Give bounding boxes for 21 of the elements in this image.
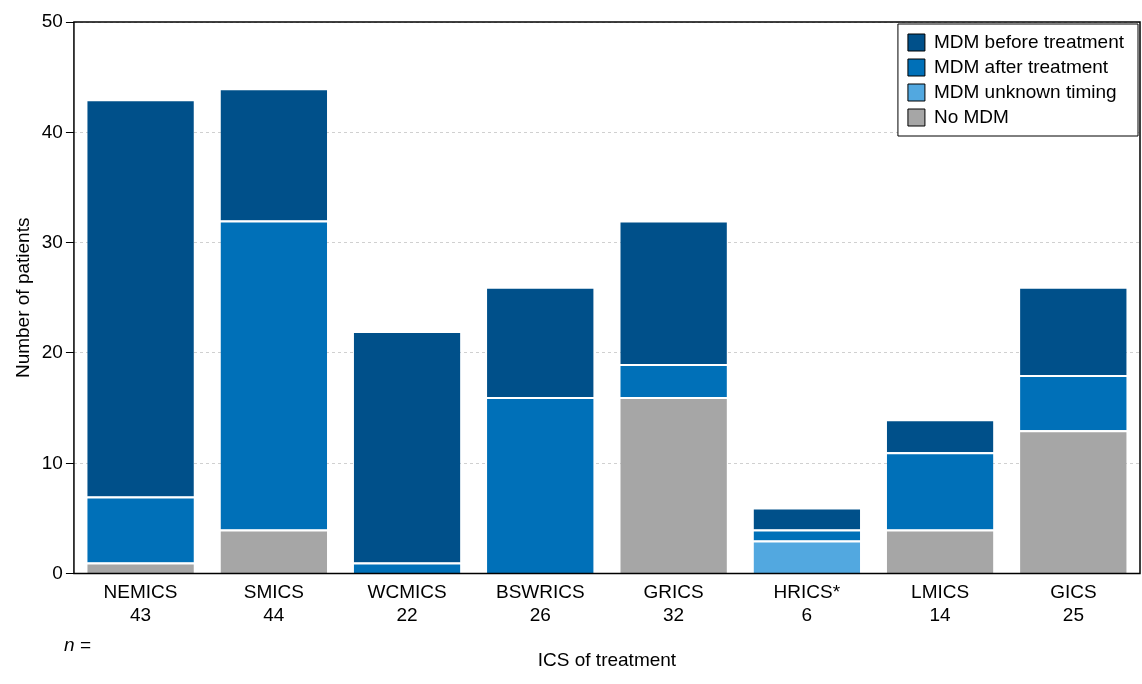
y-axis-title: Number of patients (11, 217, 33, 379)
legend-label: MDM before treatment (933, 31, 1125, 53)
x-tick-label: BSWRICS 26 (495, 581, 585, 626)
y-tick-label: 30 (41, 230, 63, 252)
x-tick-label: SMICS 44 (243, 581, 304, 626)
y-tick-label: 20 (41, 341, 63, 363)
y-tick-label: 10 (41, 451, 63, 473)
x-tick-label: WCMICS 22 (367, 581, 447, 626)
legend-label: MDM after treatment (933, 56, 1109, 78)
y-tick-label: 40 (41, 120, 63, 142)
legend-label: No MDM (933, 106, 1009, 128)
legend-label: MDM unknown timing (933, 81, 1117, 103)
x-tick-label: GICS 25 (1050, 581, 1097, 626)
text: n = (63, 634, 91, 656)
x-tick-label: NEMICS 43 (103, 581, 178, 626)
y-tick-label: 0 (52, 561, 63, 583)
y-tick-label: 50 (41, 10, 63, 32)
x-tick-label: HRICS* 6 (773, 581, 841, 626)
x-tick-label: GRICS 32 (643, 581, 704, 626)
x-axis-title: ICS of treatment (537, 648, 677, 670)
x-tick-label: LMICS 14 (911, 581, 970, 626)
